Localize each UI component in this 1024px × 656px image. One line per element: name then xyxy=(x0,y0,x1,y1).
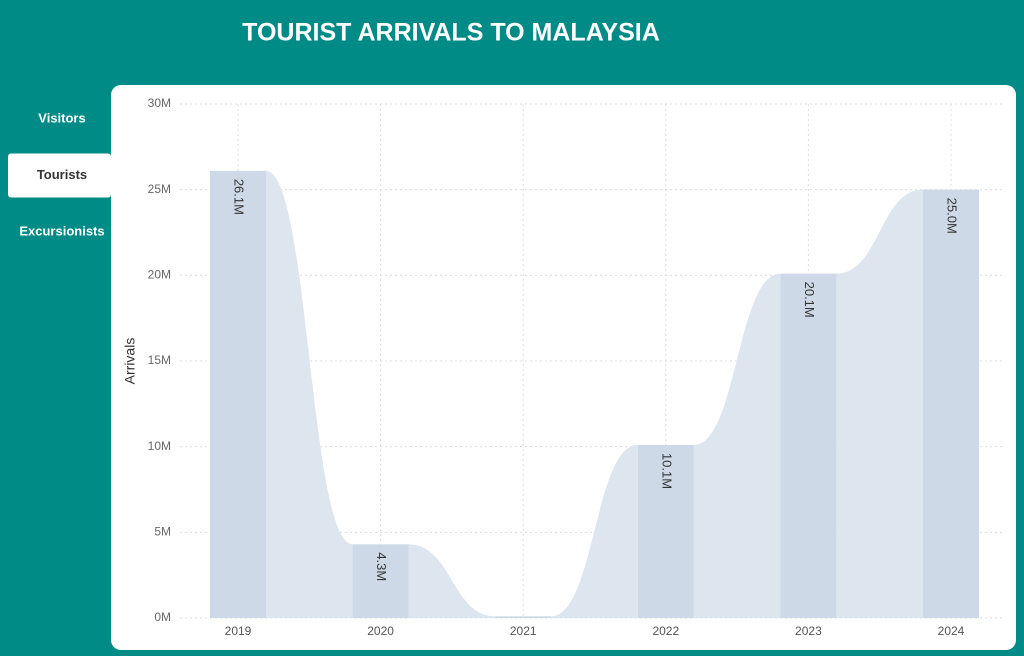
bar xyxy=(780,273,837,618)
x-tick-label: 2021 xyxy=(510,624,537,638)
bar xyxy=(637,444,694,618)
ribbon xyxy=(551,444,638,618)
y-tick-label: 0M xyxy=(154,610,171,624)
y-tick-label: 25M xyxy=(148,182,171,196)
ribbon xyxy=(408,544,496,618)
ribbon xyxy=(266,170,353,618)
chart: 0M 5M 10M 15M 20M 25M 30M 2019 2020 2021 2022 2023 2… xyxy=(122,96,1005,638)
y-tick-label: 30M xyxy=(148,96,171,110)
x-tick-label: 2024 xyxy=(938,624,965,638)
y-tick-label: 20M xyxy=(148,268,171,282)
nav-item[interactable]: Visitors xyxy=(38,110,85,125)
nav-selected-bg xyxy=(8,153,111,198)
nav-item[interactable]: Excursionists xyxy=(19,223,104,238)
data-label: 20.1M xyxy=(802,282,817,318)
data-label: 4.3M xyxy=(374,552,389,581)
page-title: TOURIST ARRIVALS TO MALAYSIA xyxy=(242,19,660,47)
nav: Visitors Tourists Excursionists xyxy=(8,110,111,238)
x-tick-label: 2022 xyxy=(652,624,679,638)
x-tick-label: 2023 xyxy=(795,624,822,638)
x-tick-label: 2020 xyxy=(367,624,394,638)
data-label: 25.0M xyxy=(945,198,960,234)
y-tick-label: 10M xyxy=(148,439,171,453)
bar xyxy=(495,616,552,618)
data-label: 10.1M xyxy=(659,453,674,489)
y-tick-label: 15M xyxy=(148,353,171,367)
bar xyxy=(352,544,409,618)
ribbon xyxy=(693,273,781,618)
y-tick-label: 5M xyxy=(154,525,171,539)
data-label: 26.1M xyxy=(232,179,247,215)
bar xyxy=(210,170,266,618)
bar xyxy=(923,189,979,618)
ribbon xyxy=(836,189,923,618)
x-tick-label: 2019 xyxy=(225,624,252,638)
y-axis-title: Arrivals xyxy=(122,338,138,385)
nav-item[interactable]: Tourists xyxy=(37,167,87,182)
